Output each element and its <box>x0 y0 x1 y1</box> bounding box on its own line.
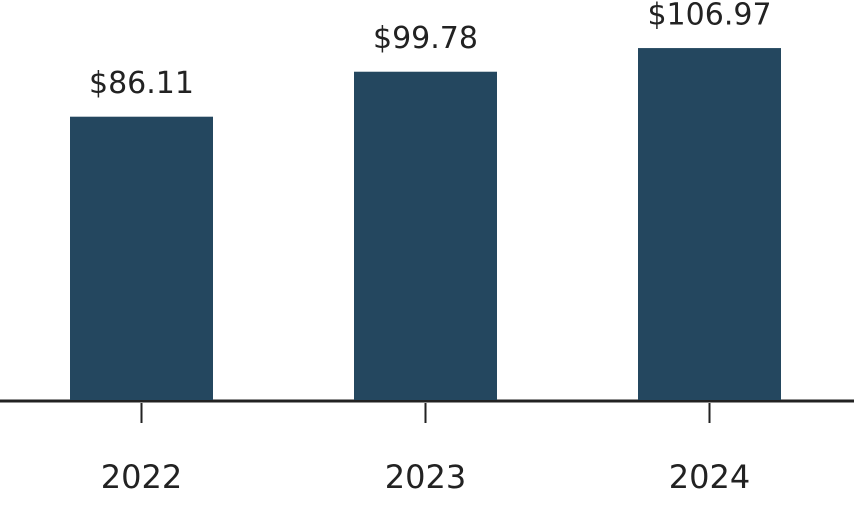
value-label: $99.78 <box>373 21 478 56</box>
bar <box>354 71 497 400</box>
bar <box>70 116 213 401</box>
value-label: $86.11 <box>89 66 194 101</box>
bar <box>638 48 781 401</box>
x-tick-label: 2022 <box>101 458 182 496</box>
x-tick-label: 2024 <box>669 458 750 496</box>
value-label: $106.97 <box>647 0 771 33</box>
x-tick-label: 2023 <box>385 458 466 496</box>
